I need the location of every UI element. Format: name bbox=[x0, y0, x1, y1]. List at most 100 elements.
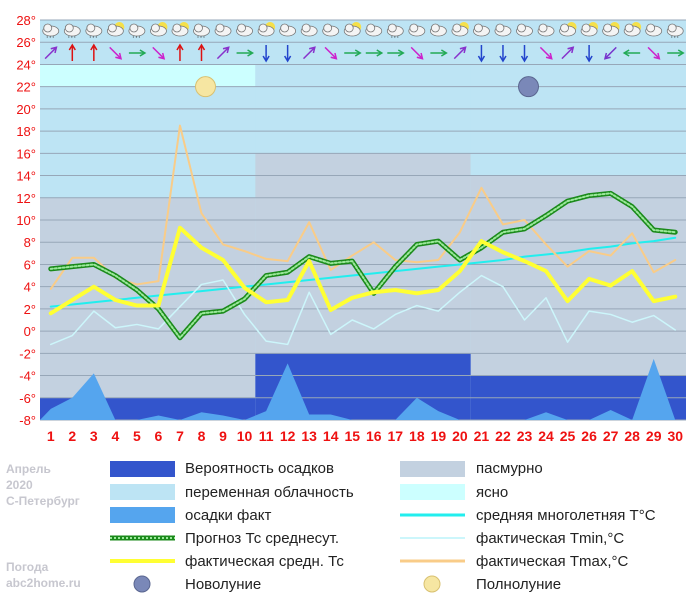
cloud-part-icon bbox=[538, 23, 548, 33]
x-tick-label: 15 bbox=[344, 428, 360, 444]
wind-arrow-n-icon bbox=[176, 43, 184, 61]
y-tick-label: 8° bbox=[24, 235, 36, 250]
legend-label-tmin: фактическая Tmin,°С bbox=[476, 530, 625, 547]
precip-fact-area bbox=[40, 358, 686, 420]
wind-arrow-e-icon bbox=[128, 49, 147, 57]
wind-arrow-head-icon bbox=[283, 55, 292, 63]
cloud-snow-icon bbox=[193, 23, 210, 38]
cloud-snow-icon bbox=[63, 23, 81, 38]
y-tick-label: 20° bbox=[16, 102, 36, 117]
wind-arrow-head-icon bbox=[567, 46, 575, 54]
cloud-band-overcast bbox=[255, 153, 471, 354]
wind-arrow-shaft-icon bbox=[152, 46, 164, 59]
cloud-part-icon bbox=[344, 23, 354, 33]
wind-arrow-head-icon bbox=[68, 43, 76, 51]
legend-swatch-precip-fact bbox=[110, 507, 175, 523]
cloud-icon bbox=[365, 23, 383, 37]
legend-label-tmax: фактическая Tmax,°С bbox=[476, 553, 629, 570]
wind-arrow-shaft-icon bbox=[216, 47, 229, 60]
year-label: 2020 bbox=[6, 478, 33, 492]
cloud-part-icon bbox=[237, 23, 246, 33]
wind-arrow-e-icon bbox=[667, 49, 685, 57]
cloud-sun-icon bbox=[623, 22, 642, 37]
cloud-part-icon bbox=[194, 23, 203, 33]
cloud-snow-icon bbox=[386, 23, 404, 38]
cloud-part-icon bbox=[387, 23, 397, 33]
cloud-part-icon bbox=[151, 23, 160, 33]
x-tick-label: 10 bbox=[237, 428, 253, 444]
cloud-band-variable_cloud bbox=[40, 86, 256, 198]
wind-arrow-head-icon bbox=[139, 49, 147, 57]
wind-arrow-head-icon bbox=[603, 52, 611, 60]
y-tick-label: 14° bbox=[16, 169, 36, 184]
wind-arrow-s-icon bbox=[520, 45, 529, 63]
wind-arrow-ne-icon bbox=[561, 46, 575, 60]
wind-arrow-head-icon bbox=[653, 52, 661, 60]
wind-arrow-head-icon bbox=[545, 52, 553, 60]
wind-arrow-n-icon bbox=[197, 43, 206, 61]
x-tick-label: 8 bbox=[198, 428, 206, 444]
wind-arrow-head-icon bbox=[330, 52, 338, 60]
cloud-part-icon bbox=[581, 23, 591, 33]
x-tick-label: 22 bbox=[495, 428, 511, 444]
legend-swatch-precip-prob bbox=[110, 461, 175, 477]
wind-arrow-head-icon bbox=[459, 46, 467, 54]
wind-arrow-head-icon bbox=[50, 46, 58, 54]
x-tick-label: 29 bbox=[646, 428, 662, 444]
cloud-sun-icon bbox=[451, 22, 469, 37]
legend-label-clear: ясно bbox=[476, 484, 509, 501]
wind-arrow-head-icon bbox=[115, 52, 123, 60]
wind-arrow-shaft-icon bbox=[109, 46, 121, 59]
x-tick-label: 20 bbox=[452, 428, 468, 444]
cloud-sun-icon bbox=[559, 22, 577, 37]
wind-arrow-head-icon bbox=[416, 52, 424, 60]
x-tick-label: 9 bbox=[219, 428, 227, 444]
sun-cloud-icon bbox=[257, 22, 276, 37]
cloud-part-icon bbox=[129, 23, 139, 33]
x-tick-label: 30 bbox=[667, 428, 683, 444]
y-tick-label: -6° bbox=[19, 391, 36, 406]
cloud-part-icon bbox=[517, 23, 526, 33]
wind-arrow-head-icon bbox=[585, 55, 593, 63]
x-tick-label: 19 bbox=[431, 428, 447, 444]
legend-label-climate-mean: средняя многолетняя Т°С bbox=[476, 507, 656, 524]
wind-arrow-se-icon bbox=[109, 46, 123, 60]
cloud-part-icon bbox=[474, 23, 483, 33]
wind-arrow-head-icon bbox=[677, 49, 685, 57]
wind-arrow-shaft-icon bbox=[410, 46, 423, 59]
wind-arrow-head-icon bbox=[90, 43, 98, 51]
wind-arrow-e-icon bbox=[430, 49, 448, 57]
cloud-part-icon bbox=[624, 23, 634, 33]
wind-arrow-head-icon bbox=[499, 55, 507, 63]
x-tick-label: 24 bbox=[538, 428, 554, 444]
fact-mean-line bbox=[48, 225, 678, 316]
x-tick-label: 6 bbox=[155, 428, 163, 444]
wind-arrow-se-icon bbox=[324, 46, 338, 60]
site-title: Погода bbox=[6, 560, 49, 574]
wind-arrow-n-icon bbox=[90, 43, 98, 61]
x-tick-label: 11 bbox=[259, 428, 274, 444]
wind-arrow-s-icon bbox=[477, 45, 486, 63]
x-tick-label: 14 bbox=[323, 428, 339, 444]
cloud-icon bbox=[429, 23, 447, 37]
y-tick-label: 12° bbox=[16, 191, 36, 206]
y-tick-label: 10° bbox=[16, 213, 36, 228]
legend-full-moon-icon bbox=[423, 575, 441, 593]
cloud-icon bbox=[322, 23, 340, 37]
wind-arrow-e-icon bbox=[387, 49, 405, 57]
wind-arrow-shaft-icon bbox=[453, 47, 466, 60]
wind-arrow-ne-icon bbox=[453, 46, 467, 60]
cloud-part-icon bbox=[280, 23, 290, 33]
y-tick-label: 22° bbox=[16, 80, 36, 95]
legend-swatch-overcast bbox=[400, 461, 465, 477]
cloud-part-icon bbox=[646, 23, 656, 33]
x-tick-label: 17 bbox=[388, 428, 404, 444]
site-link[interactable]: abc2home.ru bbox=[6, 576, 81, 590]
wind-arrow-n-icon bbox=[68, 43, 76, 61]
wind-arrow-shaft-icon bbox=[539, 46, 552, 59]
x-tick-label: 13 bbox=[301, 428, 317, 444]
new-moon-icon bbox=[518, 76, 539, 98]
cloud-part-icon bbox=[430, 23, 440, 33]
wind-arrow-head-icon bbox=[622, 49, 630, 57]
y-tick-label: -4° bbox=[19, 369, 36, 384]
